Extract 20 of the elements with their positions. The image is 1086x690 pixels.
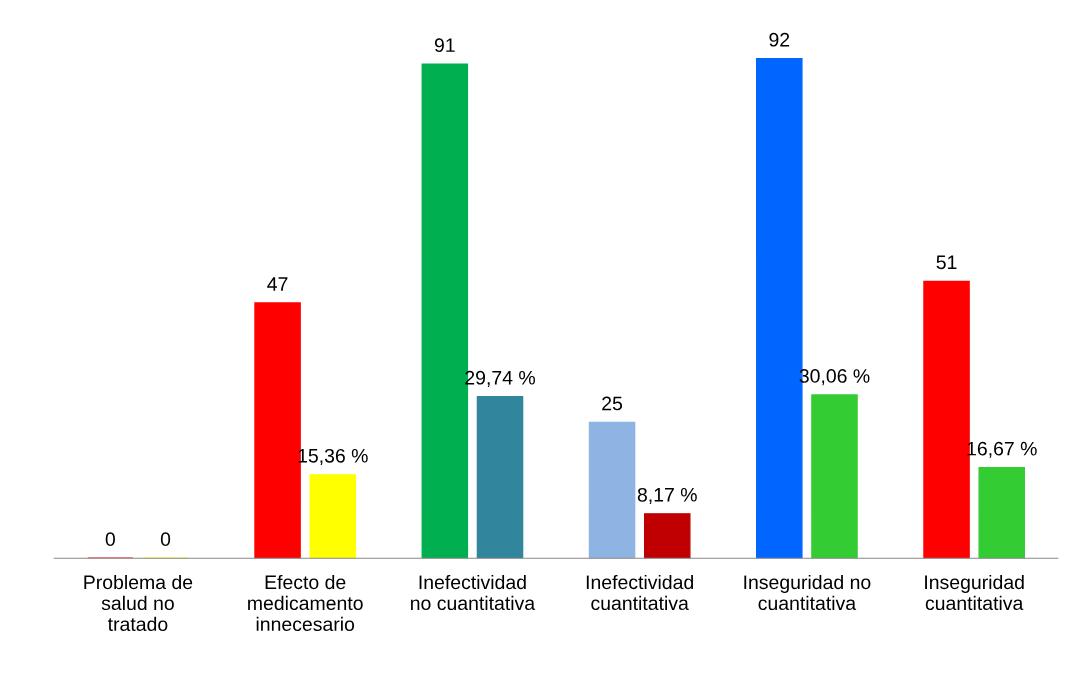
x-tick-label: Inseguridad cuantitativa: [925, 574, 1024, 611]
data-label: 0: [160, 532, 171, 547]
bar: [643, 513, 691, 559]
data-label: 92: [769, 32, 790, 47]
data-label: 8,17 %: [637, 487, 697, 504]
x-tick-label: Problema de salud no tratado: [84, 574, 193, 632]
x-tick-label: Inseguridad no cuantitativa: [744, 574, 871, 611]
bar: [978, 467, 1026, 559]
data-label: 25: [602, 396, 623, 411]
data-label: 51: [936, 255, 957, 270]
bar: [588, 421, 636, 559]
data-label: 0: [105, 532, 115, 547]
x-tick-label: Inefectividad no cuantitativa: [411, 574, 536, 611]
data-label: 91: [434, 38, 455, 53]
bar: [476, 396, 524, 559]
x-tick-label: Efecto de medicamento innecesario: [248, 574, 363, 632]
bar: [811, 394, 858, 559]
x-tick-label: Inefectividad cuantitativa: [586, 574, 693, 611]
data-label: 47: [267, 277, 288, 291]
bar: [309, 474, 357, 559]
